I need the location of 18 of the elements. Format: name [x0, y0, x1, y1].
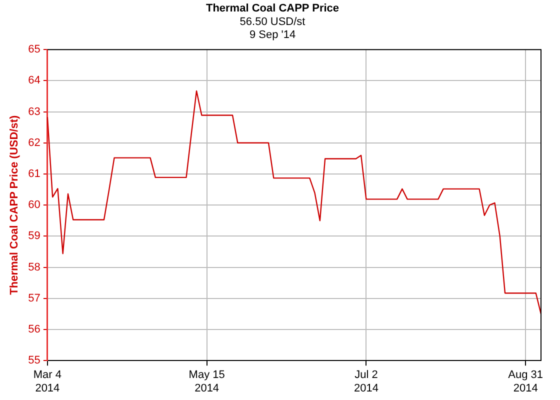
y-tick-label: 58 [28, 261, 40, 274]
y-tick-label: 62 [28, 136, 40, 149]
x-tick-label: Jul 2 2014 [354, 369, 378, 394]
y-tick-label: 57 [28, 292, 40, 304]
y-tick-label: 60 [28, 199, 40, 212]
y-tick-label: 55 [28, 354, 40, 367]
y-tick-label: 63 [28, 106, 40, 118]
y-tick-label: 64 [28, 74, 40, 87]
y-tick-label: 59 [28, 230, 40, 242]
y-tick-label: 61 [28, 168, 40, 180]
y-tick-label: 56 [28, 324, 40, 336]
y-axis-title: Thermal Coal CAPP Price (USD/st) [8, 115, 21, 295]
x-tick-label: Mar 4 2014 [33, 369, 62, 394]
x-tick-label: Aug 31 2014 [508, 369, 544, 394]
x-tick-label: May 15 2014 [188, 369, 225, 394]
y-tick-label: 65 [28, 44, 40, 56]
chart-subtitle: 56.50 USD/st 9 Sep '14 [240, 16, 306, 42]
chart-title: Thermal Coal CAPP Price [206, 2, 340, 15]
